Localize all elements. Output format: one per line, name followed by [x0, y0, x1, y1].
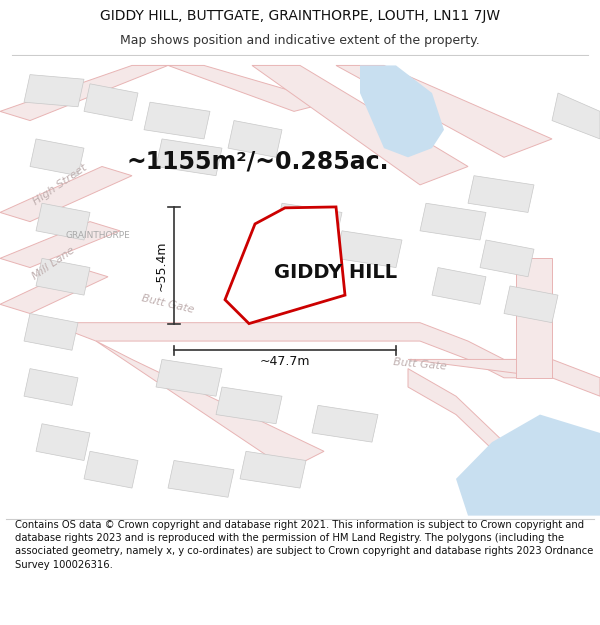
Polygon shape	[0, 268, 108, 314]
Text: GIDDY HILL: GIDDY HILL	[274, 262, 398, 282]
Text: Contains OS data © Crown copyright and database right 2021. This information is : Contains OS data © Crown copyright and d…	[15, 520, 593, 569]
Polygon shape	[156, 359, 222, 396]
Polygon shape	[30, 139, 84, 176]
Polygon shape	[24, 74, 84, 107]
Polygon shape	[252, 66, 468, 185]
Polygon shape	[24, 314, 78, 350]
Text: Butt Gate: Butt Gate	[141, 293, 195, 315]
Polygon shape	[168, 66, 330, 111]
Polygon shape	[468, 176, 534, 213]
Polygon shape	[84, 451, 138, 488]
Polygon shape	[420, 203, 486, 240]
Polygon shape	[36, 424, 90, 461]
Text: ~55.4m: ~55.4m	[154, 240, 167, 291]
Polygon shape	[0, 222, 120, 268]
Polygon shape	[156, 139, 222, 176]
Polygon shape	[48, 322, 552, 378]
Polygon shape	[228, 121, 282, 158]
Polygon shape	[225, 207, 345, 324]
Polygon shape	[456, 414, 600, 516]
Polygon shape	[312, 406, 378, 442]
Polygon shape	[504, 286, 558, 322]
Polygon shape	[360, 66, 444, 158]
Polygon shape	[24, 369, 78, 406]
Polygon shape	[480, 240, 534, 277]
Polygon shape	[0, 166, 132, 222]
Polygon shape	[408, 369, 540, 470]
Polygon shape	[216, 387, 282, 424]
Polygon shape	[276, 203, 342, 240]
Polygon shape	[36, 258, 90, 295]
Polygon shape	[144, 102, 210, 139]
Text: High Street: High Street	[31, 162, 89, 207]
Polygon shape	[0, 56, 600, 516]
Polygon shape	[432, 268, 486, 304]
Text: ~1155m²/~0.285ac.: ~1155m²/~0.285ac.	[127, 150, 389, 174]
Polygon shape	[36, 203, 90, 240]
Polygon shape	[336, 231, 402, 268]
Polygon shape	[408, 359, 600, 396]
Polygon shape	[168, 461, 234, 498]
Polygon shape	[96, 341, 324, 470]
Polygon shape	[84, 84, 138, 121]
Polygon shape	[336, 66, 552, 158]
Text: GRAINTHORPE: GRAINTHORPE	[66, 231, 131, 240]
Text: GIDDY HILL, BUTTGATE, GRAINTHORPE, LOUTH, LN11 7JW: GIDDY HILL, BUTTGATE, GRAINTHORPE, LOUTH…	[100, 9, 500, 22]
Text: Mill Lane: Mill Lane	[31, 244, 77, 281]
Text: Map shows position and indicative extent of the property.: Map shows position and indicative extent…	[120, 34, 480, 47]
Polygon shape	[0, 66, 168, 121]
Polygon shape	[516, 258, 552, 378]
Text: ~47.7m: ~47.7m	[260, 355, 310, 368]
Text: Butt Gate: Butt Gate	[393, 357, 447, 371]
Polygon shape	[552, 93, 600, 139]
Polygon shape	[240, 451, 306, 488]
